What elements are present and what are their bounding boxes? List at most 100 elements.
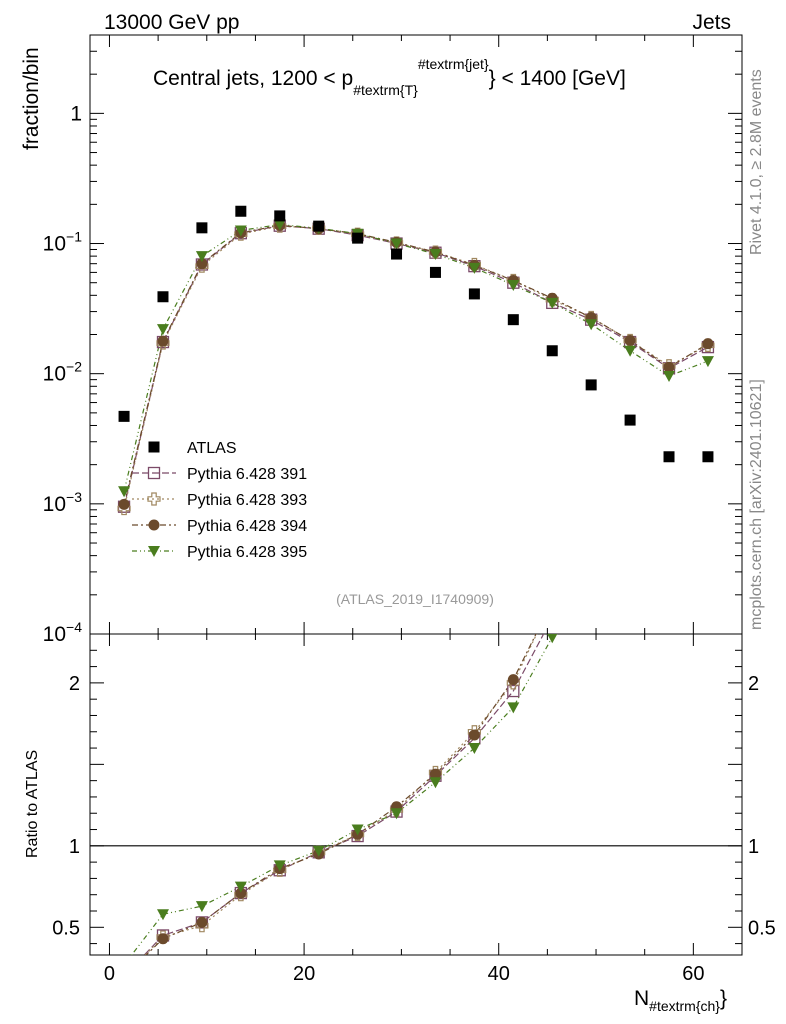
legend-label-4: Pythia 6.428 395 (187, 544, 307, 561)
series-4-point (585, 319, 598, 331)
ratio-4-point (273, 860, 286, 872)
y-tick-label: 10−4 (43, 619, 83, 646)
ratio-y-tick-label-right: 0.5 (748, 917, 776, 939)
ratio-4-point (468, 743, 481, 755)
ratio-3-point (429, 768, 441, 780)
y-tick-label-base: 10 (43, 623, 66, 646)
y-tick-label-exp: −1 (66, 229, 82, 245)
atlas-point (546, 345, 558, 357)
ratio-4-point (507, 702, 520, 714)
atlas-point (157, 291, 169, 303)
y-tick-label-exp: −3 (66, 489, 82, 505)
series-4-point (118, 486, 131, 498)
atlas-point (663, 451, 675, 463)
atlas-point (118, 410, 130, 422)
ratio-y-tick-label-right: 1 (748, 836, 759, 858)
atlas-point (196, 222, 208, 234)
y-tick-label-exp: −4 (66, 619, 82, 635)
atlas-point (313, 220, 325, 232)
y-tick-label-exp: −2 (66, 359, 82, 375)
atlas-point (391, 248, 403, 260)
series-3-point (624, 334, 636, 346)
y-tick-label-base: 10 (43, 363, 66, 386)
ratio-3-point (507, 674, 519, 686)
ratio-y-tick-label-left: 2 (69, 673, 80, 695)
y-tick-label-base: 10 (43, 233, 66, 256)
ratio-3-point (157, 933, 169, 945)
x-axis-label: N#textrm{ch}} (634, 987, 727, 1014)
legend-marker-2 (147, 492, 161, 506)
atlas-point (585, 379, 597, 391)
ratio-line-2 (144, 634, 538, 955)
ratio-1-point (507, 684, 520, 698)
series-line-4 (123, 223, 709, 492)
x-axis-label-main: N (634, 987, 649, 1010)
atlas-point (468, 288, 480, 300)
ratio-3-point (468, 729, 480, 741)
atlas-point (624, 414, 636, 426)
x-tick-label: 60 (682, 963, 704, 985)
series-4-point (663, 370, 676, 382)
ratio-y-tick-label-left: 1 (69, 836, 80, 858)
atlas-point (702, 451, 714, 463)
series-4-point (507, 280, 520, 292)
side-label-top: Rivet 4.1.0, ≥ 2.8M events (748, 69, 765, 255)
series-3-point (663, 361, 675, 373)
side-label-bottom: mcplots.cern.ch [arXiv:2401.10621] (748, 379, 765, 630)
y-tick-label: 10−2 (43, 359, 83, 386)
ratio-y-axis-label: Ratio to ATLAS (24, 750, 41, 858)
legend-marker-3 (148, 519, 160, 531)
series-4-point (624, 345, 637, 357)
atlas-point (429, 266, 441, 278)
ratio-4-point (390, 808, 403, 820)
upper-data-group (117, 205, 715, 516)
ratio-3-point (235, 887, 247, 899)
legend-label-2: Pythia 6.428 393 (187, 492, 307, 509)
ratio-4-point (195, 901, 208, 913)
series-3-point (196, 258, 208, 270)
plot-title-main: Central jets, 1200 < p (153, 67, 353, 90)
ratio-data-group (130, 634, 558, 955)
ratio-y-tick-label-left: 0.5 (52, 917, 80, 939)
x-tick-label: 0 (104, 963, 115, 985)
series-line-1 (123, 225, 709, 507)
legend-marker-1 (147, 466, 161, 480)
ratio-plot: 0 20 40 60 2 2 1 1 0.5 0.5 (52, 633, 776, 985)
series-4-point (429, 249, 442, 261)
y-axis-label: fraction/bin (20, 47, 43, 150)
x-tick-label: 20 (293, 963, 315, 985)
y-tick-label: 1 (70, 102, 82, 125)
series-4-point (156, 324, 169, 336)
ratio-4-point (547, 634, 558, 644)
ratio-4-point (351, 824, 364, 836)
atlas-point (274, 210, 286, 222)
y-tick-label-base: 10 (43, 493, 66, 516)
x-axis-label-sub: #textrm{ch} (649, 998, 720, 1014)
plot-title-sup: #textrm{jet} (418, 56, 489, 72)
ratio-4-point (429, 777, 442, 789)
ratio-4-point (312, 845, 325, 857)
y-tick-label: 10−1 (43, 229, 83, 256)
header-left: 13000 GeV pp (104, 11, 239, 34)
atlas-point (352, 232, 364, 244)
ratio-4-point (234, 881, 247, 893)
ratio-3-point (196, 916, 208, 928)
plot-title-tail: } < 1400 [GeV] (489, 67, 626, 90)
legend-label-1: Pythia 6.428 391 (187, 466, 307, 483)
x-tick-label: 40 (488, 963, 510, 985)
ratio-line-1 (143, 634, 545, 955)
series-3-point (157, 335, 169, 347)
series-4-point (390, 238, 403, 250)
analysis-id: (ATLAS_2019_I1740909) (336, 591, 494, 607)
legend: ATLAS Pythia 6.428 391 Pythia 6.428 393 Pyt… (132, 440, 307, 561)
legend-atlas-label: ATLAS (187, 440, 237, 457)
series-4-point (234, 225, 247, 237)
y-tick-label-base: 1 (70, 102, 82, 125)
plot-title: Central jets, 1200 < p#textrm{T}#textrm{… (153, 56, 626, 98)
series-4-point (468, 262, 481, 274)
atlas-point (235, 205, 247, 217)
series-4-point (546, 297, 559, 309)
x-axis-label-tail: } (720, 987, 727, 1010)
